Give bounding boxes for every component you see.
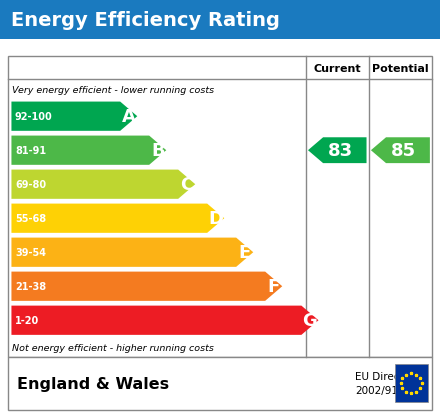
Text: 85: 85 [391, 142, 416, 160]
Polygon shape [371, 138, 430, 164]
Bar [8, 357, 432, 410]
Text: 39-54: 39-54 [15, 248, 46, 258]
Bar [0, 0, 440, 40]
Polygon shape [11, 306, 319, 335]
Text: Very energy efficient - lower running costs: Very energy efficient - lower running co… [12, 85, 214, 95]
Text: 69-80: 69-80 [15, 180, 46, 190]
Text: 83: 83 [328, 142, 353, 160]
Text: G: G [303, 311, 317, 330]
Text: A: A [122, 108, 136, 126]
Text: Potential: Potential [372, 64, 429, 74]
Text: Energy Efficiency Rating: Energy Efficiency Rating [11, 11, 280, 29]
Text: C: C [180, 176, 193, 194]
Text: D: D [208, 210, 223, 228]
Polygon shape [11, 170, 195, 199]
Bar [8, 57, 432, 357]
Text: F: F [268, 278, 280, 296]
Text: Current: Current [313, 64, 361, 74]
Text: 1-20: 1-20 [15, 316, 39, 325]
Bar [395, 365, 428, 402]
Text: 92-100: 92-100 [15, 112, 53, 122]
Polygon shape [11, 238, 253, 267]
Polygon shape [308, 138, 367, 164]
Text: EU Directive
2002/91/EC: EU Directive 2002/91/EC [355, 372, 419, 395]
Text: 81-91: 81-91 [15, 146, 46, 156]
Polygon shape [11, 204, 224, 233]
Polygon shape [11, 272, 282, 301]
Text: 55-68: 55-68 [15, 214, 46, 224]
Text: Not energy efficient - higher running costs: Not energy efficient - higher running co… [12, 343, 214, 352]
Text: 21-38: 21-38 [15, 282, 46, 292]
Text: E: E [238, 244, 251, 261]
Polygon shape [11, 102, 137, 131]
Text: B: B [151, 142, 165, 160]
Text: England & Wales: England & Wales [17, 376, 169, 391]
Polygon shape [11, 136, 166, 166]
